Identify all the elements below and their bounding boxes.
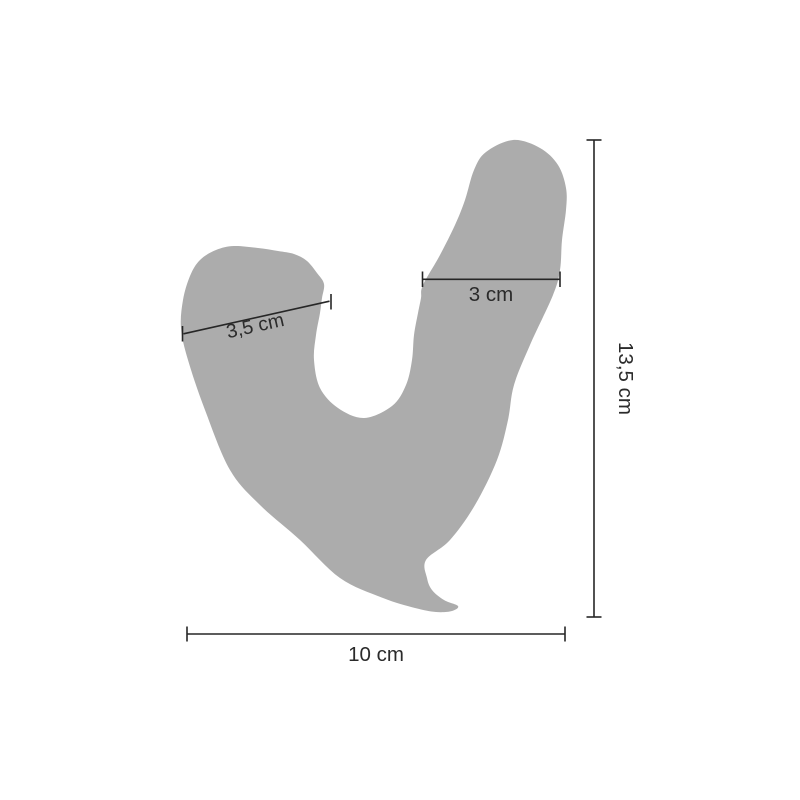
svg-text:3 cm: 3 cm: [469, 283, 513, 306]
svg-text:13,5 cm: 13,5 cm: [614, 342, 637, 415]
svg-text:10 cm: 10 cm: [348, 643, 404, 666]
